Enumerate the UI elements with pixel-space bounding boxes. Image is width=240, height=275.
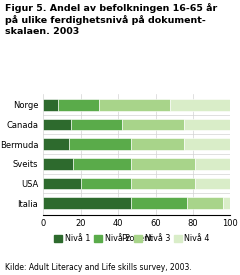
Bar xyxy=(43,178,81,189)
Bar xyxy=(131,178,195,189)
Bar xyxy=(81,178,131,189)
Bar xyxy=(184,138,230,150)
Bar xyxy=(58,99,99,111)
Bar xyxy=(69,138,131,150)
Bar xyxy=(223,197,230,209)
Bar xyxy=(43,197,131,209)
X-axis label: Prosent: Prosent xyxy=(121,234,153,243)
Bar xyxy=(195,178,230,189)
Bar xyxy=(43,119,71,130)
Bar xyxy=(195,158,230,170)
Bar xyxy=(170,99,230,111)
Bar xyxy=(43,138,69,150)
Bar xyxy=(184,119,230,130)
Bar xyxy=(71,119,122,130)
Text: Figur 5. Andel av befolkningen 16-65 år
på ulike ferdighetsnivå på dokument-
ska: Figur 5. Andel av befolkningen 16-65 år … xyxy=(5,3,217,36)
Bar xyxy=(122,119,184,130)
Bar xyxy=(131,197,187,209)
Text: Kilde: Adult Literacy and Life skills survey, 2003.: Kilde: Adult Literacy and Life skills su… xyxy=(5,263,192,272)
Bar xyxy=(99,99,170,111)
Bar xyxy=(131,158,195,170)
Bar xyxy=(43,158,73,170)
Bar xyxy=(131,138,184,150)
Bar xyxy=(73,158,131,170)
Bar xyxy=(43,99,58,111)
Legend: Nivå 1, Nivå 2, Nivå 3, Nivå 4: Nivå 1, Nivå 2, Nivå 3, Nivå 4 xyxy=(51,231,213,246)
Bar xyxy=(187,197,223,209)
